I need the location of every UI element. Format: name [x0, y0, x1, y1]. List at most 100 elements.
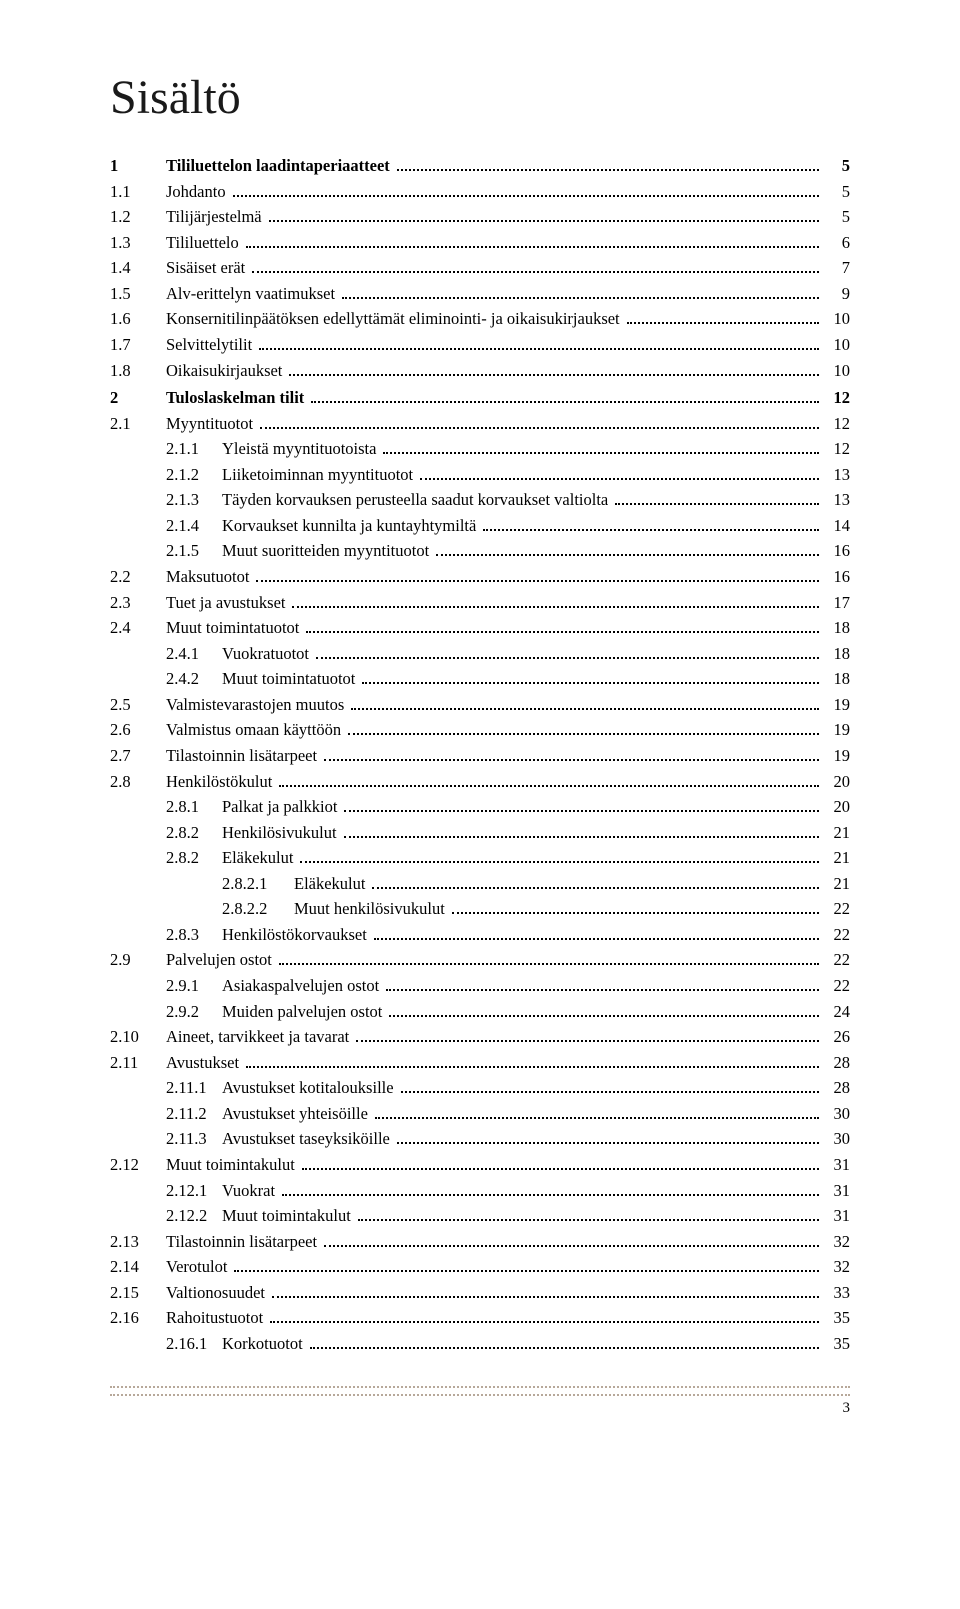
toc-leader-dots: [316, 656, 819, 659]
toc-entry-label: Yleistä myyntituotoista: [222, 436, 380, 462]
toc-entry-page: 20: [822, 794, 850, 820]
toc-leader-dots: [627, 321, 819, 324]
toc-entry-number: 2.9: [110, 947, 166, 973]
toc-entry-page: 31: [822, 1203, 850, 1229]
toc-leader-dots: [252, 270, 819, 273]
toc-entry-label: Palvelujen ostot: [166, 947, 276, 973]
toc-leader-dots: [397, 168, 819, 171]
toc-entry: 1.3Tililuettelo6: [110, 230, 850, 256]
toc-entry-label: Tilastoinnin lisätarpeet: [166, 1229, 321, 1255]
toc-leader-dots: [256, 579, 819, 582]
toc-entry-page: 5: [822, 204, 850, 230]
toc-entry: 1.2Tilijärjestelmä5: [110, 204, 850, 230]
toc-entry-number: 2.13: [110, 1229, 166, 1255]
toc-entry-label: Tilastoinnin lisätarpeet: [166, 743, 321, 769]
toc-entry-number: 2.11.3: [166, 1126, 222, 1152]
toc-entry-number: 2.2: [110, 564, 166, 590]
toc-entry-number: 2.11.1: [166, 1075, 222, 1101]
toc-entry-number: 2.8.2.1: [222, 871, 294, 897]
toc-entry-label: Muut henkilösivukulut: [294, 896, 449, 922]
toc-entry: 1.7Selvittelytilit10: [110, 332, 850, 358]
toc-entry-label: Korkotuotot: [222, 1331, 307, 1357]
toc-entry: 2.11Avustukset28: [110, 1050, 850, 1076]
toc-entry-number: 1.8: [110, 358, 166, 384]
toc-entry-label: Avustukset kotitalouksille: [222, 1075, 398, 1101]
toc-entry-page: 10: [822, 306, 850, 332]
toc-entry: 2Tuloslaskelman tilit12: [110, 385, 850, 411]
toc-entry-number: 1: [110, 153, 166, 179]
toc-entry-page: 17: [822, 590, 850, 616]
toc-entry-page: 21: [822, 871, 850, 897]
toc-entry: 1.1Johdanto5: [110, 179, 850, 205]
toc-entry: 2.8.3Henkilöstökorvaukset22: [110, 922, 850, 948]
toc-entry-page: 33: [822, 1280, 850, 1306]
toc-entry-number: 2.8.2.2: [222, 896, 294, 922]
toc-leader-dots: [259, 347, 819, 350]
toc-entry-page: 13: [822, 487, 850, 513]
toc-entry-page: 35: [822, 1305, 850, 1331]
toc-entry-number: 2.8.1: [166, 794, 222, 820]
toc-leader-dots: [436, 553, 819, 556]
toc-leader-dots: [282, 1193, 819, 1196]
toc-entry-label: Tililuettelon laadintaperiaatteet: [166, 153, 394, 179]
toc-leader-dots: [270, 1320, 819, 1323]
toc-entry-number: 2.12: [110, 1152, 166, 1178]
toc-entry-number: 2.1: [110, 411, 166, 437]
toc-entry: 1Tililuettelon laadintaperiaatteet 5: [110, 153, 850, 179]
toc-entry: 2.9Palvelujen ostot22: [110, 947, 850, 973]
toc-entry-page: 31: [822, 1152, 850, 1178]
toc-entry: 2.16Rahoitustuotot35: [110, 1305, 850, 1331]
toc-leader-dots: [306, 630, 819, 633]
toc-entry-page: 19: [822, 717, 850, 743]
toc-entry-page: 18: [822, 641, 850, 667]
toc-entry-label: Korvaukset kunnilta ja kuntayhtymiltä: [222, 513, 480, 539]
page: Sisältö 1Tililuettelon laadintaperiaatte…: [0, 0, 960, 1609]
toc-entry: 2.6Valmistus omaan käyttöön 19: [110, 717, 850, 743]
toc-entry-label: Oikaisukirjaukset: [166, 358, 286, 384]
toc-entry-page: 13: [822, 462, 850, 488]
toc-entry-number: 2.16: [110, 1305, 166, 1331]
toc-entry: 2.14Verotulot32: [110, 1254, 850, 1280]
toc-entry-number: 2.12.2: [166, 1203, 222, 1229]
toc-entry: 2.1.2Liiketoiminnan myyntituotot13: [110, 462, 850, 488]
toc-entry-number: 2.6: [110, 717, 166, 743]
toc-entry: 2.12.1Vuokrat31: [110, 1178, 850, 1204]
toc-entry-label: Tililuettelo: [166, 230, 243, 256]
toc-entry-label: Täyden korvauksen perusteella saadut kor…: [222, 487, 612, 513]
toc-entry-number: 2.7: [110, 743, 166, 769]
toc-entry-number: 2.11.2: [166, 1101, 222, 1127]
toc-entry-number: 2.1.3: [166, 487, 222, 513]
toc-entry-label: Valtionosuudet: [166, 1280, 269, 1306]
toc-entry-number: 2.9.1: [166, 973, 222, 999]
toc-entry: 2.2Maksutuotot16: [110, 564, 850, 590]
toc-entry: 2.8.1Palkat ja palkkiot20: [110, 794, 850, 820]
toc-entry-label: Avustukset yhteisöille: [222, 1101, 372, 1127]
toc-entry-page: 16: [822, 564, 850, 590]
toc-leader-dots: [389, 1014, 819, 1017]
toc-leader-dots: [362, 681, 819, 684]
toc-entry-number: 2.9.2: [166, 999, 222, 1025]
toc-entry-page: 18: [822, 615, 850, 641]
toc-leader-dots: [375, 1116, 819, 1119]
toc-entry-number: 2.1.2: [166, 462, 222, 488]
toc-entry-label: Johdanto: [166, 179, 230, 205]
toc-entry-page: 32: [822, 1229, 850, 1255]
toc-entry-number: 2.10: [110, 1024, 166, 1050]
toc-leader-dots: [483, 528, 819, 531]
toc-entry-label: Valmistus omaan käyttöön: [166, 717, 345, 743]
toc-leader-dots: [386, 988, 819, 991]
toc-leader-dots: [272, 1295, 819, 1298]
toc-entry-number: 2.4: [110, 615, 166, 641]
toc-entry-page: 5: [822, 153, 850, 179]
toc-entry-label: Konsernitilinpäätöksen edellyttämät elim…: [166, 306, 624, 332]
toc-entry: 2.10Aineet, tarvikkeet ja tavarat26: [110, 1024, 850, 1050]
toc-entry: 2.4.2Muut toimintatuotot18: [110, 666, 850, 692]
toc-entry: 2.1.3Täyden korvauksen perusteella saadu…: [110, 487, 850, 513]
toc-entry-page: 28: [822, 1050, 850, 1076]
toc-leader-dots: [344, 835, 819, 838]
page-title: Sisältö: [110, 70, 850, 125]
toc-entry-page: 28: [822, 1075, 850, 1101]
toc-entry-label: Tuloslaskelman tilit: [166, 385, 308, 411]
toc-entry-number: 1.3: [110, 230, 166, 256]
toc-entry-number: 2.1.4: [166, 513, 222, 539]
